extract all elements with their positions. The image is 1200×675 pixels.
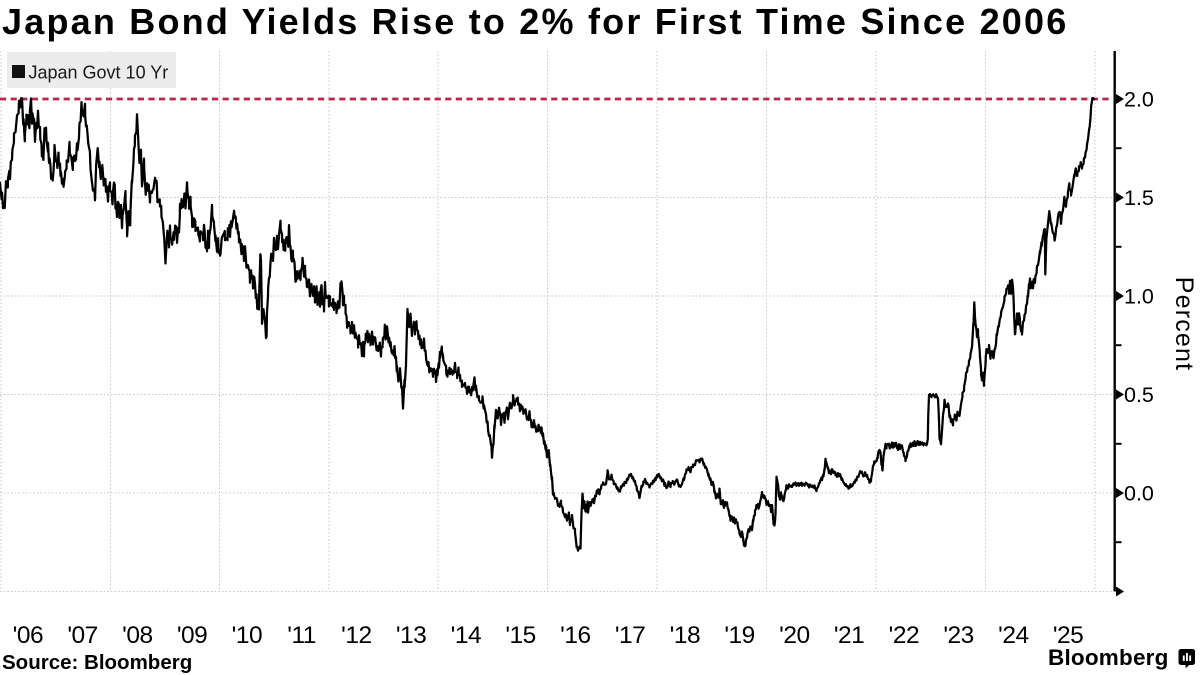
svg-text:'14: '14 [451, 622, 481, 649]
svg-text:'24: '24 [998, 622, 1028, 649]
svg-text:'11: '11 [287, 622, 316, 649]
svg-text:Japan Bond Yields Rise to 2% f: Japan Bond Yields Rise to 2% for First T… [2, 1, 1068, 42]
svg-text:'18: '18 [670, 622, 700, 649]
svg-text:'19: '19 [724, 622, 754, 649]
svg-text:'16: '16 [560, 622, 590, 649]
svg-text:'20: '20 [779, 622, 809, 649]
svg-text:1.5: 1.5 [1124, 186, 1154, 210]
svg-text:Source: Bloomberg: Source: Bloomberg [2, 651, 192, 674]
svg-text:Japan Govt 10 Yr: Japan Govt 10 Yr [29, 63, 169, 83]
svg-text:1.0: 1.0 [1124, 285, 1154, 309]
svg-text:2.0: 2.0 [1124, 88, 1154, 112]
svg-text:'15: '15 [505, 622, 535, 649]
svg-text:'08: '08 [122, 622, 152, 649]
svg-text:'22: '22 [889, 622, 919, 649]
svg-text:'23: '23 [943, 622, 973, 649]
svg-text:Bloomberg: Bloomberg [1048, 645, 1169, 670]
svg-text:'12: '12 [341, 622, 371, 649]
svg-text:0.5: 0.5 [1124, 383, 1154, 407]
svg-text:'09: '09 [177, 622, 207, 649]
svg-text:'10: '10 [232, 622, 262, 649]
svg-text:'07: '07 [67, 622, 97, 649]
svg-text:'06: '06 [13, 622, 43, 649]
svg-text:'17: '17 [615, 622, 645, 649]
svg-text:'25: '25 [1053, 622, 1083, 649]
svg-text:'13: '13 [396, 622, 426, 649]
svg-text:0.0: 0.0 [1124, 482, 1154, 506]
svg-text:'21: '21 [834, 622, 864, 649]
svg-text:Percent: Percent [1170, 277, 1198, 372]
